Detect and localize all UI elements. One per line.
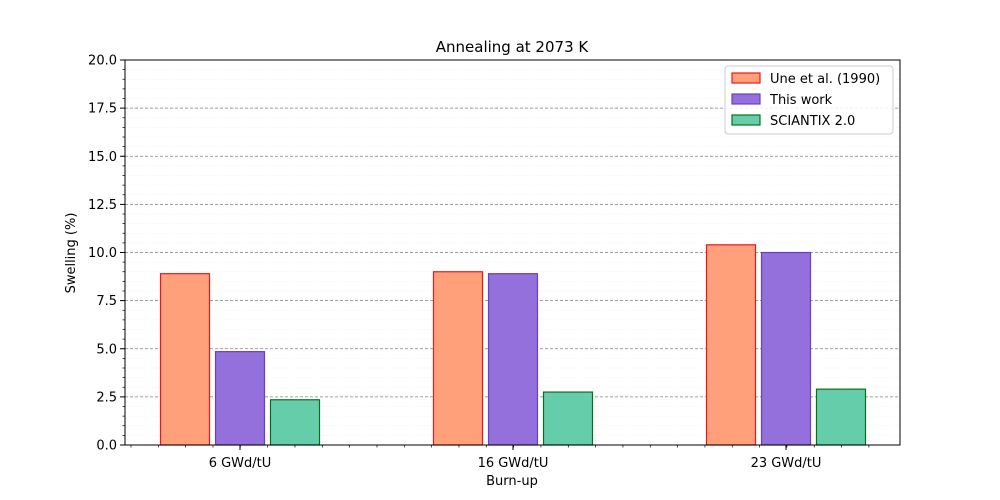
legend-label: This work [769,93,833,108]
x-axis-label: Burn-up [486,474,538,489]
y-tick-label: 15.0 [88,150,117,165]
bar-une-et-al-1990--2 [705,244,757,446]
y-tick-label: 10.0 [88,246,117,261]
chart-title: Annealing at 2073 K [436,38,590,56]
y-tick-label: 17.5 [88,102,117,117]
bar-une-et-al-1990--0 [159,273,211,446]
bar-sciantix-2-0-1 [542,391,594,446]
y-axis-label: Swelling (%) [64,213,79,294]
y-tick-label: 20.0 [88,54,117,69]
legend-label: Une et al. (1990) [770,72,880,87]
x-tick-label: 16 GWd/tU [478,456,549,471]
legend-label: SCIANTIX 2.0 [770,114,855,129]
bar-sciantix-2-0-0 [269,399,321,446]
x-axis-ticks: 6 GWd/tU 16 GWd/tU 23 GWd/tU [130,445,870,471]
y-tick-label: 7.5 [96,294,117,309]
legend: Une et al. (1990) This work SCIANTIX 2.0 [724,65,894,135]
legend-swatch [731,72,761,84]
bar-sciantix-2-0-2 [815,388,867,446]
bar-une-et-al-1990--1 [432,271,484,446]
bar-this-work-2 [760,251,812,446]
bar-this-work-1 [487,273,539,446]
bars [159,244,867,446]
legend-swatch [731,93,761,105]
y-tick-label: 0.0 [96,439,117,454]
y-axis-ticks: 0.0 2.5 5.0 7.5 10.0 12.5 15.0 17.5 20.0 [88,54,125,454]
x-tick-label: 23 GWd/tU [751,456,822,471]
legend-swatch [731,114,761,126]
bar-this-work-0 [214,351,266,446]
y-tick-label: 5.0 [96,342,117,357]
legend-box [724,65,894,135]
y-tick-label: 2.5 [96,390,117,405]
x-tick-label: 6 GWd/tU [209,456,272,471]
y-tick-label: 12.5 [88,198,117,213]
